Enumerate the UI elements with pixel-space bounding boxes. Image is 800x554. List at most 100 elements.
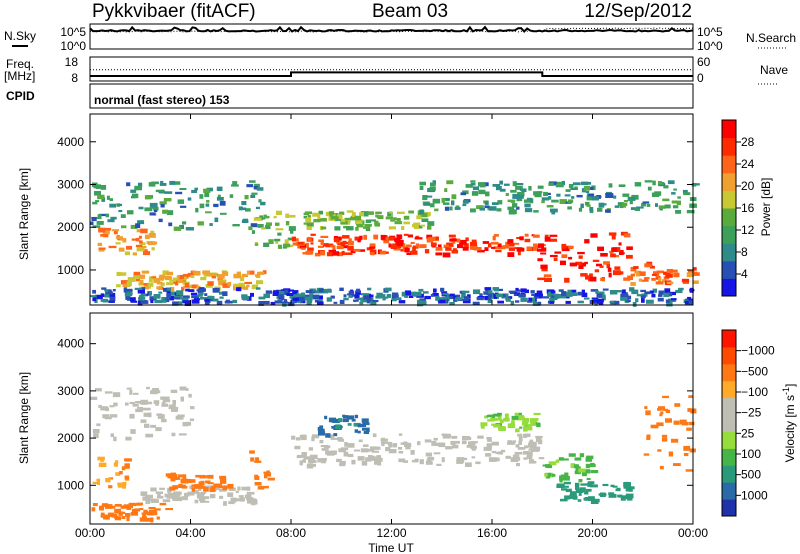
heatmap-cell [305,242,309,248]
heatmap-cell [347,443,355,448]
heatmap-cell [433,288,437,293]
heatmap-cell [194,499,199,504]
heatmap-cell [451,194,457,200]
heatmap-cell [591,196,599,201]
heatmap-cell [348,238,352,243]
heatmap-cell [585,190,590,194]
heatmap-cell [410,450,415,455]
freq-series [90,71,693,77]
heatmap-cell [525,289,529,294]
heatmap-cell [121,516,126,519]
heatmap-cell [504,413,509,419]
heatmap-cell [671,200,679,204]
heatmap-cell [688,421,695,426]
heatmap-cell [578,468,586,473]
heatmap-cell [179,188,187,190]
heatmap-cell [381,441,385,447]
heatmap-cell [663,276,669,280]
heatmap-cell [432,180,436,185]
heatmap-cell [249,450,255,454]
heatmap-cell [369,446,378,450]
heatmap-cell [655,203,658,207]
heatmap-cell [344,252,353,255]
colorbar-swatch [722,363,736,382]
heatmap-cell [383,240,390,244]
heatmap-cell [94,191,101,196]
time-axis: 00:00 04:00 08:00 12:00 16:00 20:00 00:00 [75,114,708,540]
heatmap-cell [568,246,574,249]
heatmap-cell [547,192,551,195]
heatmap-cell [328,249,336,253]
heatmap-cell [688,300,694,305]
heatmap-cell [427,221,435,226]
heatmap-cell [392,443,398,448]
heatmap-cell [250,292,254,297]
heatmap-cell [579,453,585,458]
heatmap-cell [411,250,418,255]
heatmap-cell [634,182,642,187]
heatmap-cell [132,403,139,407]
heatmap-cell [289,294,296,298]
heatmap-cell [306,226,312,230]
heatmap-cell [170,409,178,412]
heatmap-cell [440,287,445,291]
heatmap-cell [646,203,651,207]
heatmap-cell [350,217,357,221]
heatmap-cell [507,440,513,443]
heatmap-cell [618,271,624,275]
heatmap-cell [649,290,654,294]
heatmap-cell [623,233,631,238]
heatmap-cell [670,298,677,301]
heatmap-cell [236,271,241,277]
heatmap-cell [177,199,184,204]
heatmap-cell [305,294,312,298]
heatmap-cell [388,226,396,230]
heatmap-cell [507,442,515,445]
heatmap-cell [238,284,246,290]
heatmap-cell [219,200,226,206]
heatmap-cell [140,419,147,423]
heatmap-cell [101,197,105,202]
heatmap-cell [145,500,151,504]
heatmap-cell [435,252,443,256]
heatmap-cell [247,500,254,504]
heatmap-cell [110,433,114,437]
heatmap-cell [686,272,694,278]
heatmap-cell [544,278,552,282]
heatmap-cell [524,199,530,203]
heatmap-cell [165,508,173,511]
heatmap-cell [95,185,101,189]
x-tick-label: 12:00 [376,526,406,540]
heatmap-cell [658,205,666,209]
heatmap-cell [102,414,110,419]
heatmap-cell [115,242,121,245]
heatmap-cell [491,202,499,205]
heatmap-cell [97,242,103,247]
heatmap-cell [574,186,578,189]
heatmap-cell [124,458,129,461]
heatmap-cell [227,282,232,287]
heatmap-cell [412,224,418,228]
heatmap-cell [542,464,547,467]
heatmap-cell [125,436,132,441]
heatmap-cell [433,442,441,446]
heatmap-cell [592,259,600,262]
heatmap-cell [505,296,513,299]
heatmap-cell [484,292,492,295]
heatmap-cell [300,247,306,250]
heatmap-cell [340,242,346,246]
heatmap-cell [187,197,192,201]
heatmap-cell [191,189,198,193]
heatmap-cell [515,185,523,190]
heatmap-cell [434,208,439,212]
freq-label-line2: [MHz] [4,69,35,83]
heatmap-cell [246,284,250,288]
heatmap-cell [351,459,356,465]
heatmap-cell [374,222,381,227]
heatmap-cell [577,251,585,255]
heatmap-cell [485,289,491,292]
heatmap-cell [332,420,341,423]
heatmap-cell [546,205,554,208]
heatmap-cell [123,504,130,509]
heatmap-cell [652,180,656,186]
